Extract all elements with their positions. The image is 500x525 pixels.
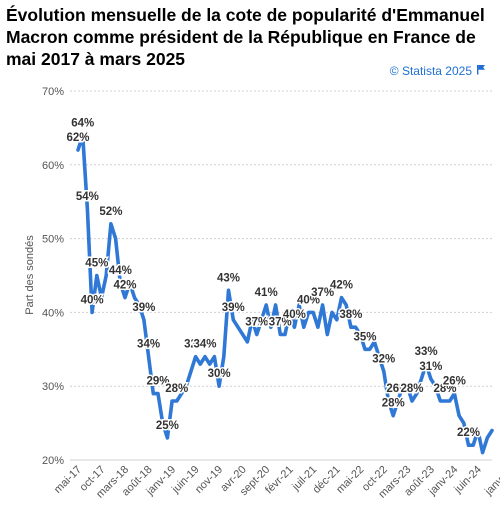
data-label: 34% (137, 339, 160, 351)
data-label: 32% (184, 339, 207, 351)
data-label: 37% (269, 317, 292, 329)
x-tick-label: janv-25 (482, 464, 500, 499)
flag-icon[interactable] (476, 64, 486, 78)
y-axis-label: Part des sondés (24, 235, 36, 315)
x-tick-label: mai-17 (52, 464, 84, 496)
data-label: 39% (222, 302, 245, 314)
data-label: 45% (85, 258, 108, 270)
data-label: 28% (401, 383, 424, 395)
data-label: 42% (114, 280, 137, 292)
data-label: 40% (283, 309, 306, 321)
y-tick-label: 30% (42, 381, 64, 393)
data-label: 42% (330, 280, 353, 292)
x-axis-ticks: mai-17oct-17mars-18août-18janv-19juin-19… (52, 464, 500, 501)
y-tick-label: 50% (42, 234, 64, 246)
data-label: 40% (297, 294, 320, 306)
data-label: 26% (443, 376, 466, 388)
data-label: 25% (156, 420, 179, 432)
data-labels: 62% 64% 54% 40% 45% 52% 44% 42% 39% 34% 29% 25% 28% 3… (65, 116, 482, 441)
data-label: 28% (165, 383, 188, 395)
series-line (76, 133, 494, 455)
data-label: 30% (208, 368, 231, 380)
data-label: 37% (311, 287, 334, 299)
data-label: 28% (433, 383, 456, 395)
data-label: 54% (76, 191, 99, 203)
grid-lines (70, 90, 492, 461)
data-label: 26% (386, 383, 409, 395)
data-label: 64% (71, 117, 94, 129)
y-tick-label: 40% (42, 307, 64, 319)
credit-text: © Statista 2025 (389, 64, 472, 78)
statista-credit[interactable]: © Statista 2025 (390, 64, 486, 78)
data-label: 22% (457, 427, 480, 439)
y-tick-label: 60% (42, 160, 64, 172)
data-label: 37% (245, 317, 268, 329)
y-axis-ticks: 70% 60% 50% 40% 30% 20% (42, 86, 64, 467)
data-label: 43% (217, 272, 240, 284)
data-label: 41% (255, 287, 278, 299)
data-label: 35% (353, 331, 376, 343)
data-label: 34% (194, 339, 217, 351)
y-tick-label: 20% (42, 455, 64, 467)
y-tick-label: 70% (42, 86, 64, 98)
data-label: 44% (109, 265, 132, 277)
chart-title: Évolution mensuelle de la cote de popula… (6, 5, 485, 69)
data-label: 39% (132, 302, 155, 314)
data-label: 38% (339, 309, 362, 321)
data-label: 40% (81, 294, 104, 306)
data-label: 28% (382, 398, 405, 410)
data-label: 31% (419, 361, 442, 373)
data-label: 32% (372, 353, 395, 365)
data-label: 52% (99, 206, 122, 218)
data-label: 29% (146, 376, 169, 388)
data-label: 33% (415, 346, 438, 358)
data-label: 62% (66, 132, 89, 144)
